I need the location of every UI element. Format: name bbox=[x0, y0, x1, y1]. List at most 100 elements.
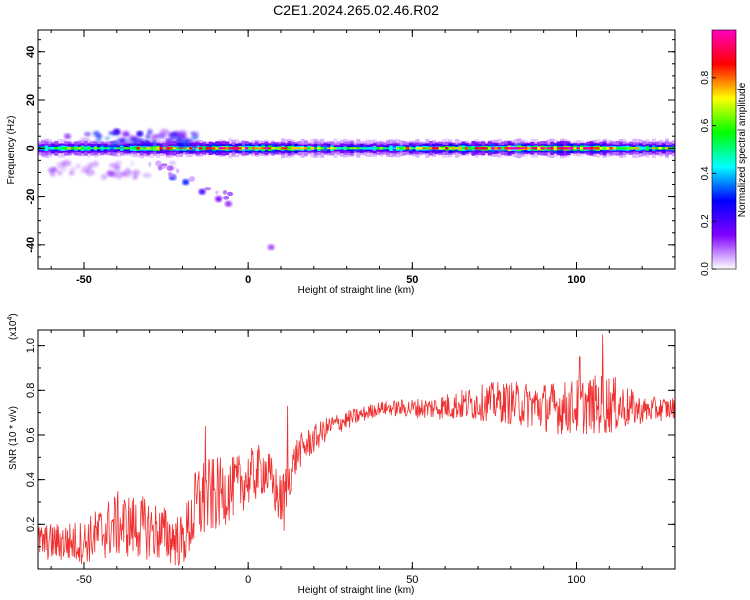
spectral-band-cell bbox=[330, 147, 335, 150]
spectral-halo-blob bbox=[147, 128, 153, 135]
spectral-band-cell bbox=[376, 147, 381, 150]
spectrogram-y-tick-label: -20 bbox=[25, 189, 37, 205]
spectral-band-cell bbox=[356, 147, 361, 150]
spectral-band-cell bbox=[481, 146, 486, 150]
spectral-band-cell bbox=[507, 146, 512, 150]
spectral-band-cell bbox=[208, 147, 213, 150]
spectrogram-panel: -50 0 50 100 40 20 0 -20 -40 Height of straight … bbox=[6, 29, 676, 296]
spectral-band-cell bbox=[369, 146, 374, 150]
colorbar-tick-label: 0.4 bbox=[700, 166, 711, 180]
colorbar-ticks: 0.0 0.2 0.4 0.6 0.8 bbox=[700, 70, 716, 276]
spectral-scatter-blob bbox=[148, 161, 152, 168]
spectral-band-cell bbox=[382, 147, 387, 150]
spectral-halo-blob bbox=[190, 136, 199, 141]
spectral-band-cell bbox=[336, 146, 341, 150]
spectral-halo-blob bbox=[190, 131, 195, 136]
spectral-halo-blob bbox=[150, 134, 158, 140]
spectral-band-cell bbox=[202, 147, 207, 150]
spectral-band-cell bbox=[609, 146, 614, 150]
spectral-band-cell bbox=[80, 146, 85, 150]
snr-x-axis-label: Height of straight line (km) bbox=[298, 585, 415, 596]
figure-title: C2E1.2024.265.02.46.R02 bbox=[273, 2, 439, 18]
spectral-band-cell bbox=[244, 147, 249, 150]
spectral-band-cell bbox=[116, 147, 121, 150]
spectral-band-cell bbox=[622, 146, 627, 150]
spectrogram-x-tick-label: 50 bbox=[406, 274, 418, 286]
spectral-band-cell bbox=[51, 147, 56, 150]
spectral-band-cell bbox=[464, 146, 469, 150]
spectral-band-cell bbox=[569, 146, 574, 150]
spectral-halo-blob bbox=[92, 160, 99, 167]
spectral-band-cell bbox=[340, 147, 344, 150]
spectral-band-cell bbox=[103, 147, 108, 150]
spectral-halo-blob bbox=[69, 169, 74, 176]
spectral-halo-blob bbox=[177, 131, 186, 138]
spectral-band-cell bbox=[60, 147, 65, 150]
spectral-band-cell bbox=[395, 147, 400, 150]
spectrogram-y-tick-label: -40 bbox=[25, 237, 37, 253]
spectral-band-cell bbox=[343, 146, 348, 150]
spectral-band-cell bbox=[629, 146, 633, 150]
spectral-band-cell bbox=[93, 147, 98, 150]
spectral-halo-blob bbox=[110, 171, 117, 178]
spectral-band-cell bbox=[67, 147, 72, 150]
spectral-band-cell bbox=[599, 147, 604, 150]
spectral-band-cell bbox=[156, 146, 161, 150]
spectral-band-cell bbox=[418, 146, 423, 150]
spectral-band-cell bbox=[221, 147, 226, 150]
spectral-band-cell bbox=[212, 146, 216, 150]
spectral-halo-blob bbox=[165, 137, 175, 143]
spectral-band-cell bbox=[366, 146, 371, 150]
spectral-band-cell bbox=[661, 146, 666, 150]
spectral-band-cell bbox=[267, 147, 272, 150]
spectral-scatter-blob bbox=[222, 190, 228, 195]
spectral-band-cell bbox=[297, 147, 302, 150]
spectral-band-layer-4 bbox=[38, 146, 675, 150]
spectral-scatter-blob bbox=[227, 191, 234, 197]
spectral-band-cell bbox=[540, 147, 545, 150]
spectral-halo-blob bbox=[50, 172, 56, 177]
snr-y-tick-label: 1.0 bbox=[25, 338, 37, 353]
spectral-band-cell bbox=[638, 147, 643, 150]
spectrogram-x-tick-label: -50 bbox=[76, 274, 92, 286]
spectral-halo bbox=[47, 128, 199, 181]
spectral-band-cell bbox=[648, 147, 653, 150]
spectral-band-cell bbox=[169, 147, 174, 150]
spectral-band-cell bbox=[225, 147, 230, 150]
spectral-scatter-blob bbox=[169, 173, 176, 178]
spectral-band-cell bbox=[386, 147, 390, 150]
spectral-band-cell bbox=[146, 146, 151, 150]
colorbar: 0.0 0.2 0.4 0.6 0.8 Normalized spectral ampl… bbox=[700, 29, 748, 276]
spectral-band-cell bbox=[303, 147, 308, 150]
spectral-halo-blob bbox=[180, 142, 189, 149]
spectral-band-cell bbox=[550, 146, 555, 150]
spectral-band-cell bbox=[97, 147, 101, 150]
spectral-band-cell bbox=[284, 147, 289, 150]
spectral-scatter-blob bbox=[223, 196, 230, 200]
spectral-band-cell bbox=[264, 147, 269, 150]
spectral-band-cell bbox=[632, 147, 637, 150]
snr-y-tick-label: 0.6 bbox=[25, 427, 37, 442]
spectral-band-cell bbox=[310, 146, 315, 150]
spectral-band-cell bbox=[451, 147, 456, 150]
spectral-band-cell bbox=[645, 147, 650, 150]
snr-y-tick-label: 0.2 bbox=[25, 517, 37, 532]
spectral-band-cell bbox=[110, 147, 115, 150]
spectral-band-cell bbox=[271, 146, 276, 150]
spectral-band-cell bbox=[133, 147, 138, 150]
spectral-band-cell bbox=[487, 146, 492, 150]
spectral-halo-blob bbox=[114, 166, 120, 173]
spectral-halo-blob bbox=[85, 169, 95, 176]
spectral-band-cell bbox=[106, 147, 111, 150]
spectral-band-cell bbox=[612, 147, 617, 150]
spectral-band-cell bbox=[468, 146, 473, 150]
spectral-halo-blob bbox=[190, 141, 198, 148]
spectral-band-cell bbox=[241, 147, 246, 150]
spectral-band-cell bbox=[231, 146, 236, 150]
spectral-scatter-blob bbox=[204, 186, 212, 191]
spectral-band-cell bbox=[655, 147, 660, 150]
spectral-band-cell bbox=[235, 146, 239, 150]
spectral-halo-blob bbox=[56, 170, 63, 176]
spectral-band-cell bbox=[560, 147, 564, 150]
spectral-band-cell bbox=[583, 146, 587, 150]
